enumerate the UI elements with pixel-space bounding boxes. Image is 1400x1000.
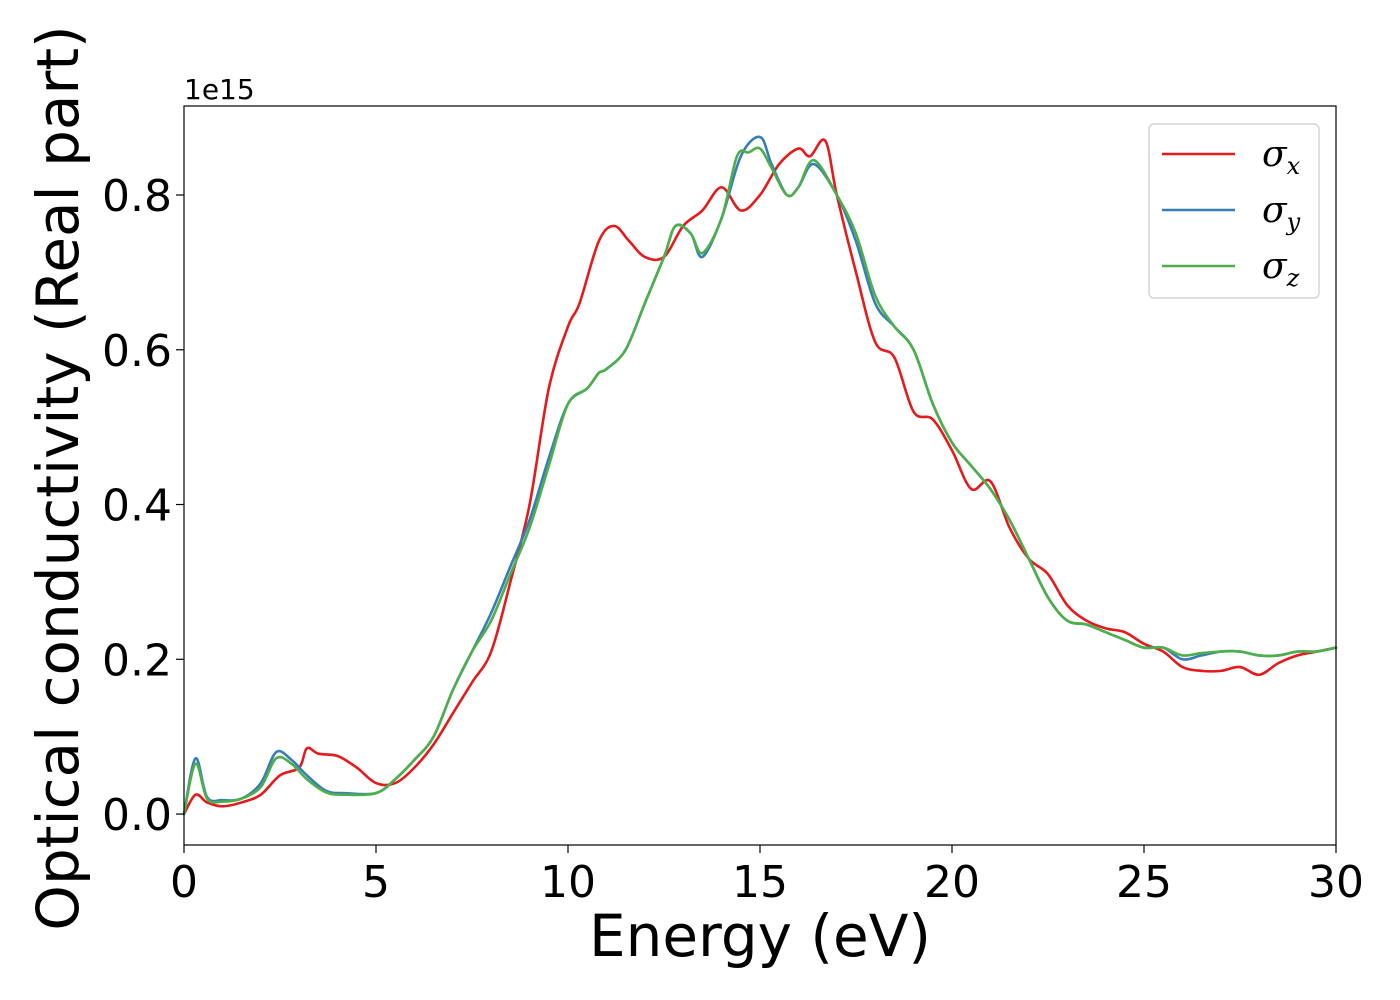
x-axis-label: Energy (eV) (589, 902, 931, 970)
x-tick-label: 10 (540, 857, 596, 908)
y-tick-label: 0.6 (102, 326, 172, 377)
x-tick-label: 0 (170, 857, 198, 908)
y-tick-label: 0.2 (102, 635, 172, 686)
plot-area (184, 106, 1336, 845)
x-tick-label: 20 (924, 857, 980, 908)
x-tick-label: 30 (1308, 857, 1364, 908)
series-lines (182, 135, 1338, 816)
y-tick-label: 0.4 (102, 481, 172, 532)
x-tick-label: 25 (1116, 857, 1172, 908)
series-line-z (182, 146, 1338, 816)
series-line-x (182, 138, 1338, 816)
y-tick-label: 0.8 (102, 171, 172, 222)
x-axis: 0 5 10 15 20 25 30 (170, 845, 1364, 908)
x-tick-label: 15 (732, 857, 788, 908)
y-axis-label: Optical conductivity (Real part) (24, 25, 92, 930)
x-tick-label: 5 (362, 857, 390, 908)
y-offset-label: 1e15 (184, 73, 255, 106)
y-axis: 0.0 0.2 0.4 0.6 0.8 (102, 171, 184, 841)
y-tick-label: 0.0 (102, 790, 172, 841)
